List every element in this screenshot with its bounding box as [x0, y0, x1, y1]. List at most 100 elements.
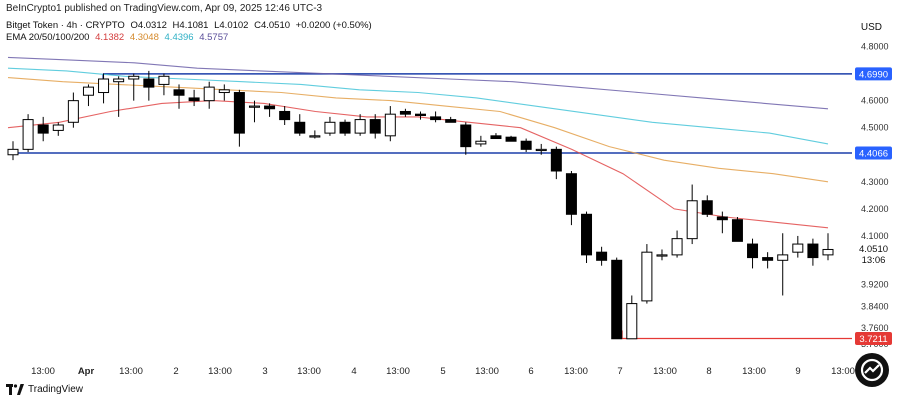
- candle: [596, 246, 608, 266]
- ema50-value: 4.3048: [129, 32, 159, 43]
- ohlc-change: +0.0200 (+0.50%): [295, 20, 372, 31]
- ema200-value: 4.5757: [199, 32, 229, 43]
- candle: [641, 244, 653, 304]
- x-tick-label: 5: [440, 366, 445, 377]
- candle: [626, 295, 638, 340]
- candle-body: [354, 119, 366, 134]
- candle: [37, 116, 49, 142]
- candle-body: [264, 105, 276, 110]
- candle-body: [384, 113, 396, 137]
- candle-body: [822, 248, 834, 256]
- candle-body: [188, 97, 200, 102]
- candle: [218, 84, 230, 101]
- candle: [22, 114, 34, 153]
- candle: [128, 73, 140, 101]
- candle-body: [309, 135, 321, 138]
- candle: [188, 89, 200, 107]
- candle-body: [792, 243, 804, 253]
- x-tick-label: Apr: [78, 366, 95, 377]
- symbol-legend: Bitget Token · 4h · CRYPTO O4.0312 H4.10…: [6, 20, 372, 31]
- candle-body: [656, 254, 668, 257]
- y-tick-label: 3.9200: [861, 280, 889, 290]
- resistance-label-box: [855, 67, 892, 81]
- ema-legend: EMA 20/50/100/200 4.1382 4.3048 4.4396 4…: [6, 32, 228, 43]
- candle: [384, 106, 396, 142]
- candle: [233, 89, 245, 147]
- x-tick-label: 13:00: [297, 366, 321, 377]
- candle-body: [762, 257, 774, 261]
- candle: [354, 114, 366, 136]
- candle-body: [415, 113, 426, 117]
- candle-body: [777, 254, 789, 261]
- x-tick-label: 8: [706, 366, 711, 377]
- candle: [505, 135, 517, 142]
- ema20-value: 4.1382: [95, 32, 125, 43]
- x-tick-label: 2: [173, 366, 178, 377]
- candle-body: [143, 78, 155, 88]
- y-tick-label: 4.6000: [861, 96, 889, 106]
- candle: [581, 211, 593, 263]
- x-tick-label: 7: [617, 366, 622, 377]
- current-price-text: 4.0510: [859, 244, 888, 255]
- level-label-text: 4.4066: [859, 148, 888, 159]
- candle-body: [324, 121, 336, 134]
- ema-title: EMA 20/50/100/200: [6, 32, 90, 43]
- candle: [777, 233, 789, 296]
- ema200-line: [7, 56, 829, 110]
- candle: [309, 130, 321, 139]
- currency-label: USD: [860, 22, 882, 33]
- candle-body: [113, 78, 125, 83]
- y-tick-label: 4.5000: [861, 123, 889, 133]
- ohlc-low: L4.0102: [214, 20, 249, 31]
- candle: [143, 70, 155, 101]
- candle-body: [67, 100, 79, 123]
- candle: [671, 230, 683, 258]
- y-tick-label: 3.7600: [861, 323, 889, 333]
- candle-body: [581, 213, 593, 256]
- candle: [113, 76, 125, 117]
- candle-body: [641, 251, 653, 302]
- candle-body: [37, 124, 49, 134]
- countdown-text: 13:06: [862, 255, 886, 266]
- symbol-info: Bitget Token · 4h · CRYPTO: [6, 20, 125, 31]
- candle: [399, 108, 411, 117]
- resistance-label-text: 4.6990: [859, 69, 888, 80]
- x-tick-label: 6: [528, 366, 533, 377]
- candle: [324, 116, 336, 136]
- candles-layer: [7, 70, 834, 340]
- candle-body: [611, 259, 623, 340]
- candle-body: [294, 121, 306, 134]
- candle-body: [430, 116, 442, 121]
- candle-body: [626, 303, 638, 340]
- candle-body: [248, 105, 260, 108]
- x-tick-label: 4: [351, 366, 356, 377]
- y-tick-label: 4.3000: [861, 177, 889, 187]
- candle: [67, 92, 79, 128]
- candle-body: [596, 251, 608, 261]
- candle: [822, 233, 834, 261]
- beincrypto-logo-icon: [855, 353, 889, 387]
- candle-body: [128, 75, 140, 80]
- candle-body: [460, 124, 472, 148]
- candle: [369, 114, 381, 139]
- candle-body: [807, 243, 819, 259]
- x-tick-label: 13:00: [386, 366, 410, 377]
- footer-brand[interactable]: TradingView: [6, 384, 83, 395]
- candle: [158, 73, 170, 96]
- publish-info: BeInCrypto1 published on TradingView.com…: [6, 3, 323, 14]
- candle-body: [369, 119, 381, 134]
- candle-body: [218, 89, 230, 94]
- ohlc-close: C4.0510: [254, 20, 291, 31]
- candle-body: [505, 136, 517, 142]
- candle: [520, 138, 532, 153]
- x-tick-label: 13:00: [831, 366, 855, 377]
- candle-body: [445, 119, 457, 123]
- ema100-line: [7, 67, 829, 145]
- candle-body: [173, 89, 185, 96]
- candle: [82, 84, 94, 107]
- candle: [203, 81, 215, 109]
- candle-body: [490, 135, 502, 140]
- candle: [686, 184, 698, 245]
